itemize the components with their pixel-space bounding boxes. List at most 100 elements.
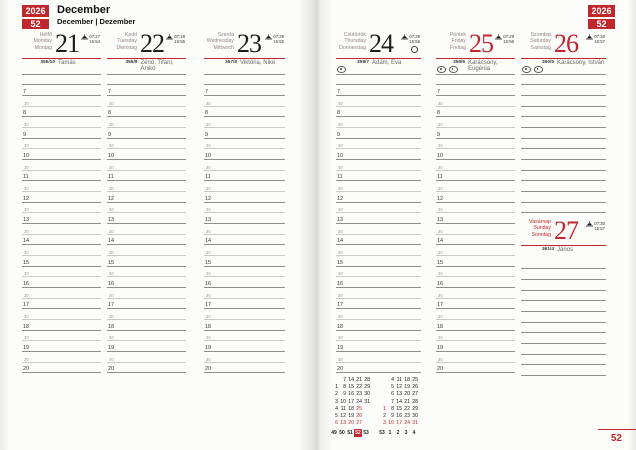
date-number: 24 (369, 29, 394, 58)
mini-week-row: 3 10 17 24 31 (378, 420, 418, 427)
mini-day-cell: 28 (364, 377, 370, 383)
hour-line: 8 (436, 107, 515, 118)
hour-schedule: 7 30 8 30 9 30 10 30 11 30 12 30 13 30 14 30 15 30 16 30 17 3… (336, 64, 421, 374)
day-name-en: Wednesday (206, 38, 234, 45)
half-hour-label: 30 (206, 164, 211, 170)
sunrise-sunset-icon (165, 34, 173, 40)
mini-week-row: 5 12 19 26 (330, 413, 370, 420)
hour-label: 14 (337, 238, 343, 245)
ruled-line (521, 333, 606, 344)
half-hour-line: 30 (22, 267, 101, 278)
oval-marker-icon (522, 66, 531, 73)
ruled-line (521, 192, 606, 203)
hour-label: 10 (437, 153, 443, 160)
ruled-line (521, 259, 606, 270)
half-hour-label: 30 (24, 143, 29, 149)
mini-week-number: 50 (339, 430, 345, 437)
half-hour-line: 30 (204, 181, 285, 193)
half-hour-label: 30 (338, 100, 343, 106)
hour-line: 13 (204, 213, 285, 225)
half-hour-line: 30 (336, 224, 421, 235)
hour-line: 15 (336, 256, 421, 267)
hour-label: 18 (205, 323, 211, 330)
mini-week-row: 4 11 18 25 (330, 406, 370, 413)
hour-line: 10 (107, 149, 186, 161)
half-hour-label: 30 (206, 207, 211, 213)
hour-line: 10 (204, 149, 285, 161)
half-hour-label: 30 (24, 122, 29, 128)
mini-day-cell: 5 (335, 412, 338, 419)
half-hour-label: 30 (338, 186, 343, 192)
mini-day-cell: 20 (348, 420, 354, 427)
hour-line: 19 (107, 341, 186, 353)
hour-label: 7 (23, 89, 26, 96)
day-header: Csütörtök Thursday Donnerstag 24 07:29 15:56 (336, 30, 421, 59)
hour-label: 7 (108, 89, 111, 96)
hour-label: 18 (23, 323, 29, 330)
mini-week-number: 4 (412, 430, 416, 437)
day-names: Péntek Friday Freitag (436, 32, 466, 58)
half-hour-label: 30 (338, 314, 343, 320)
half-hour-label: 30 (438, 356, 443, 362)
hour-line: 9 (107, 128, 186, 139)
half-hour-line: 30 (22, 352, 101, 363)
mini-day-cell: 30 (364, 391, 370, 398)
half-hour-label: 30 (109, 207, 114, 213)
hour-line: 8 (336, 107, 421, 118)
mini-day-cell: 11 (340, 405, 346, 412)
day-header: Szerda Wednesday Mittwoch 23 07:29 15:55 (204, 30, 285, 59)
mini-week-number: 52 (354, 429, 362, 438)
half-hour-label: 30 (24, 335, 29, 341)
hour-line: 11 (336, 171, 421, 182)
half-hour-line: 30 (336, 203, 421, 214)
hour-line: 19 (436, 341, 515, 353)
day-name-hu: Péntek (449, 32, 466, 38)
day-name-hu: Vasárnap (529, 219, 551, 225)
oval-marker-icon (437, 66, 446, 73)
sunrise-sunset-icon (80, 34, 88, 40)
hour-line: 20 (336, 363, 421, 374)
ruled-line (521, 355, 606, 366)
half-hour-label: 30 (438, 228, 443, 234)
mini-month: 4 11 18 25 5 12 19 26 6 13 20 27 7 14 21 28 1 8 15 22 29 2 9 16… (378, 377, 418, 437)
half-hour-label: 30 (338, 356, 343, 362)
hour-label: 12 (337, 195, 343, 202)
half-hour-line: 30 (336, 288, 421, 299)
half-hour-line: 30 (436, 96, 515, 107)
mini-day-cell: 2 (383, 412, 386, 419)
mini-month: 7 14 21 28 1 8 15 22 29 2 9 16 23 30 3 10 17 24 31 4 11 18 25 5… (330, 377, 370, 438)
hour-label: 19 (205, 345, 211, 352)
mini-day-cell: 9 (343, 391, 346, 398)
half-hour-line: 30 (436, 331, 515, 342)
day-name-hu: Hétfő (39, 32, 52, 38)
sun-times: 07:30 15:57 (585, 34, 605, 58)
day-header: Vasárnap Sunday Sonntag 27 07:30 15:57 (521, 217, 606, 246)
mini-day-cell (378, 391, 386, 398)
namedays: Karácsony, Eugénia (468, 59, 498, 72)
hour-line: 14 (336, 235, 421, 246)
hour-label: 8 (23, 110, 26, 117)
half-hour-line: 30 (204, 203, 285, 214)
week-badge-right: 52 (588, 19, 615, 29)
hour-label: 19 (23, 345, 29, 352)
mini-day-cell: 29 (412, 405, 418, 412)
week-badge-left: 52 (22, 19, 49, 29)
mini-day-cell (362, 420, 370, 427)
day-name-de: Dienstag (116, 44, 137, 51)
half-hour-line: 30 (436, 160, 515, 171)
half-hour-line: 30 (107, 352, 186, 363)
half-hour-label: 30 (109, 292, 114, 298)
half-hour-line: 30 (336, 245, 421, 257)
half-hour-label: 30 (109, 100, 114, 106)
mini-week-row: 4 11 18 25 (378, 377, 418, 384)
namedays: Tamás (58, 59, 76, 66)
hour-label: 11 (437, 174, 443, 181)
hour-line: 7 (204, 85, 285, 97)
half-hour-label: 30 (438, 335, 443, 341)
hour-line: 14 (22, 235, 101, 246)
sunrise-sunset-icon (400, 34, 408, 40)
half-hour-line: 30 (436, 245, 515, 257)
day-header: Kedd Tuesday Dienstag 22 07:28 15:55 (107, 30, 186, 59)
mini-day-cell: 17 (348, 398, 354, 405)
half-hour-line: 30 (436, 309, 515, 321)
